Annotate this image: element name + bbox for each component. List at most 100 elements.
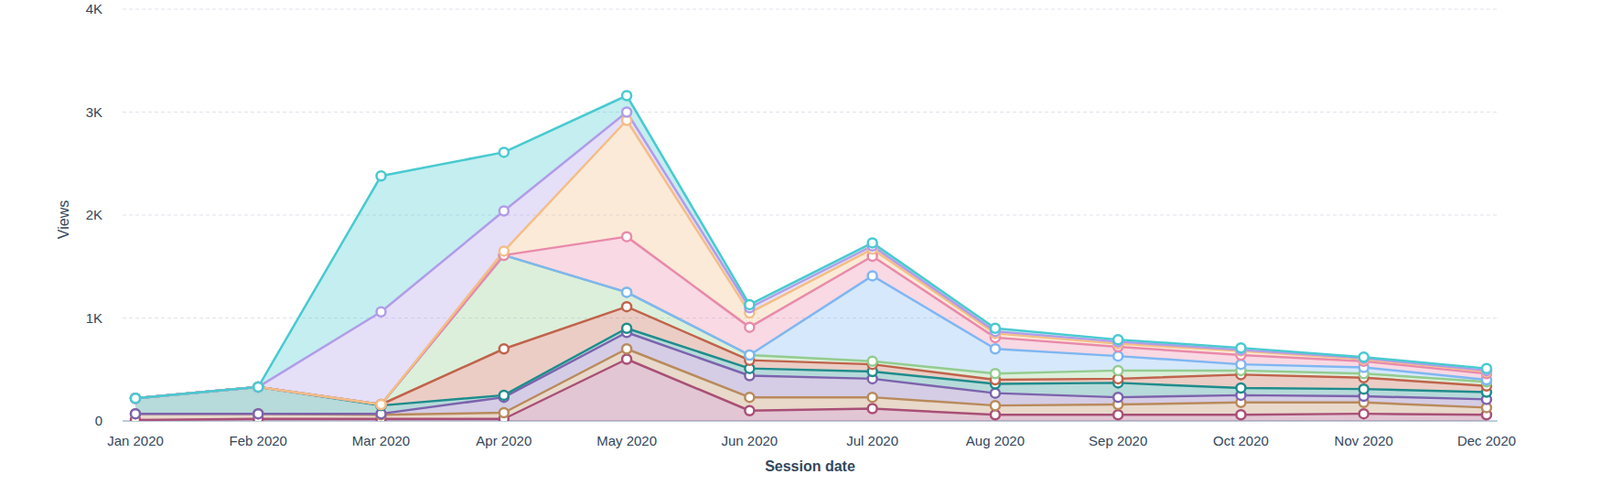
x-tick-label: May 2020 [596,432,657,449]
marker[interactable] [253,408,263,419]
marker[interactable] [499,390,509,400]
marker[interactable] [1235,383,1246,393]
marker[interactable] [130,393,140,403]
marker[interactable] [622,343,632,354]
marker[interactable] [499,343,509,354]
marker[interactable] [622,107,632,118]
marker[interactable] [253,382,263,392]
marker[interactable] [868,237,878,247]
marker[interactable] [744,350,754,360]
x-tick-label: Apr 2020 [475,432,532,449]
marker[interactable] [1113,351,1123,361]
marker[interactable] [1235,359,1246,369]
marker[interactable] [622,91,632,101]
grid-line [122,111,1498,113]
marker[interactable] [253,382,263,392]
marker[interactable] [744,350,754,360]
marker[interactable] [622,354,632,365]
marker[interactable] [130,393,140,403]
x-tick-label: Nov 2020 [1334,432,1394,449]
marker[interactable] [868,356,878,366]
line [135,359,1487,420]
marker[interactable] [990,368,1000,378]
x-tick-label: Jan 2020 [107,432,164,449]
marker[interactable] [376,399,387,409]
marker[interactable] [868,404,878,414]
marker[interactable] [990,388,1000,398]
marker[interactable] [130,393,140,403]
chart: 0 1K 2K 3K 4K Jan 2020 Feb 2020 Mar 2020 Apr 202… [0,0,1600,485]
marker[interactable] [1359,384,1369,394]
x-tick-label: Sep 2020 [1088,432,1148,449]
marker[interactable] [130,393,140,403]
marker[interactable] [499,246,509,256]
marker[interactable] [1359,408,1369,419]
marker[interactable] [990,343,1000,354]
line [135,328,1487,406]
marker[interactable] [622,287,632,297]
marker[interactable] [744,392,754,402]
area [135,96,1487,399]
marker[interactable] [253,408,263,419]
marker[interactable] [376,399,387,409]
marker[interactable] [1359,352,1369,362]
marker[interactable] [376,307,387,317]
marker[interactable] [253,382,263,392]
marker[interactable] [253,382,263,392]
marker[interactable] [868,270,878,280]
y-tick-label: 1K [85,310,103,326]
marker[interactable] [622,301,632,312]
marker[interactable] [130,393,140,403]
marker[interactable] [499,206,509,216]
line [135,236,1487,405]
marker[interactable] [1113,365,1123,376]
marker[interactable] [376,399,387,409]
marker[interactable] [622,287,632,297]
marker[interactable] [1113,409,1123,419]
marker[interactable] [1235,409,1246,419]
marker[interactable] [130,408,140,419]
marker[interactable] [744,300,754,310]
marker[interactable] [622,232,632,242]
y-tick-label: 0 [95,412,103,429]
x-tick-label: Aug 2020 [966,432,1025,449]
marker[interactable] [130,393,140,403]
marker[interactable] [253,382,263,392]
x-tick-label: Jun 2020 [720,432,778,449]
marker[interactable] [376,399,387,409]
marker[interactable] [744,322,754,333]
y-tick-label: 3K [85,104,103,120]
marker[interactable] [622,323,632,333]
marker[interactable] [1235,343,1246,353]
x-axis-title: Session date [764,458,856,474]
marker[interactable] [868,392,878,402]
marker[interactable] [744,406,754,416]
marker[interactable] [499,408,509,418]
marker[interactable] [376,399,387,409]
marker[interactable] [376,171,387,181]
x-tick-label: Mar 2020 [352,432,410,449]
marker[interactable] [130,393,140,403]
x-tick-label: Jul 2020 [846,432,899,449]
line [135,112,1487,399]
marker[interactable] [1113,392,1123,402]
x-tick-label: Feb 2020 [229,432,288,449]
marker[interactable] [1481,364,1492,374]
x-tick-label: Oct 2020 [1213,432,1269,449]
marker[interactable] [130,393,140,403]
y-tick-label: 2K [85,206,103,223]
line [135,332,1487,414]
marker[interactable] [130,408,140,419]
marker[interactable] [253,382,263,392]
marker[interactable] [253,382,263,392]
marker[interactable] [990,323,1000,333]
y-tick-label: 4K [85,0,103,17]
line [135,120,1487,406]
grid-line [122,9,1498,11]
marker[interactable] [499,147,509,157]
marker[interactable] [990,400,1000,410]
marker[interactable] [990,409,1000,419]
marker[interactable] [253,382,263,392]
marker[interactable] [1113,334,1123,344]
line [135,306,1487,405]
